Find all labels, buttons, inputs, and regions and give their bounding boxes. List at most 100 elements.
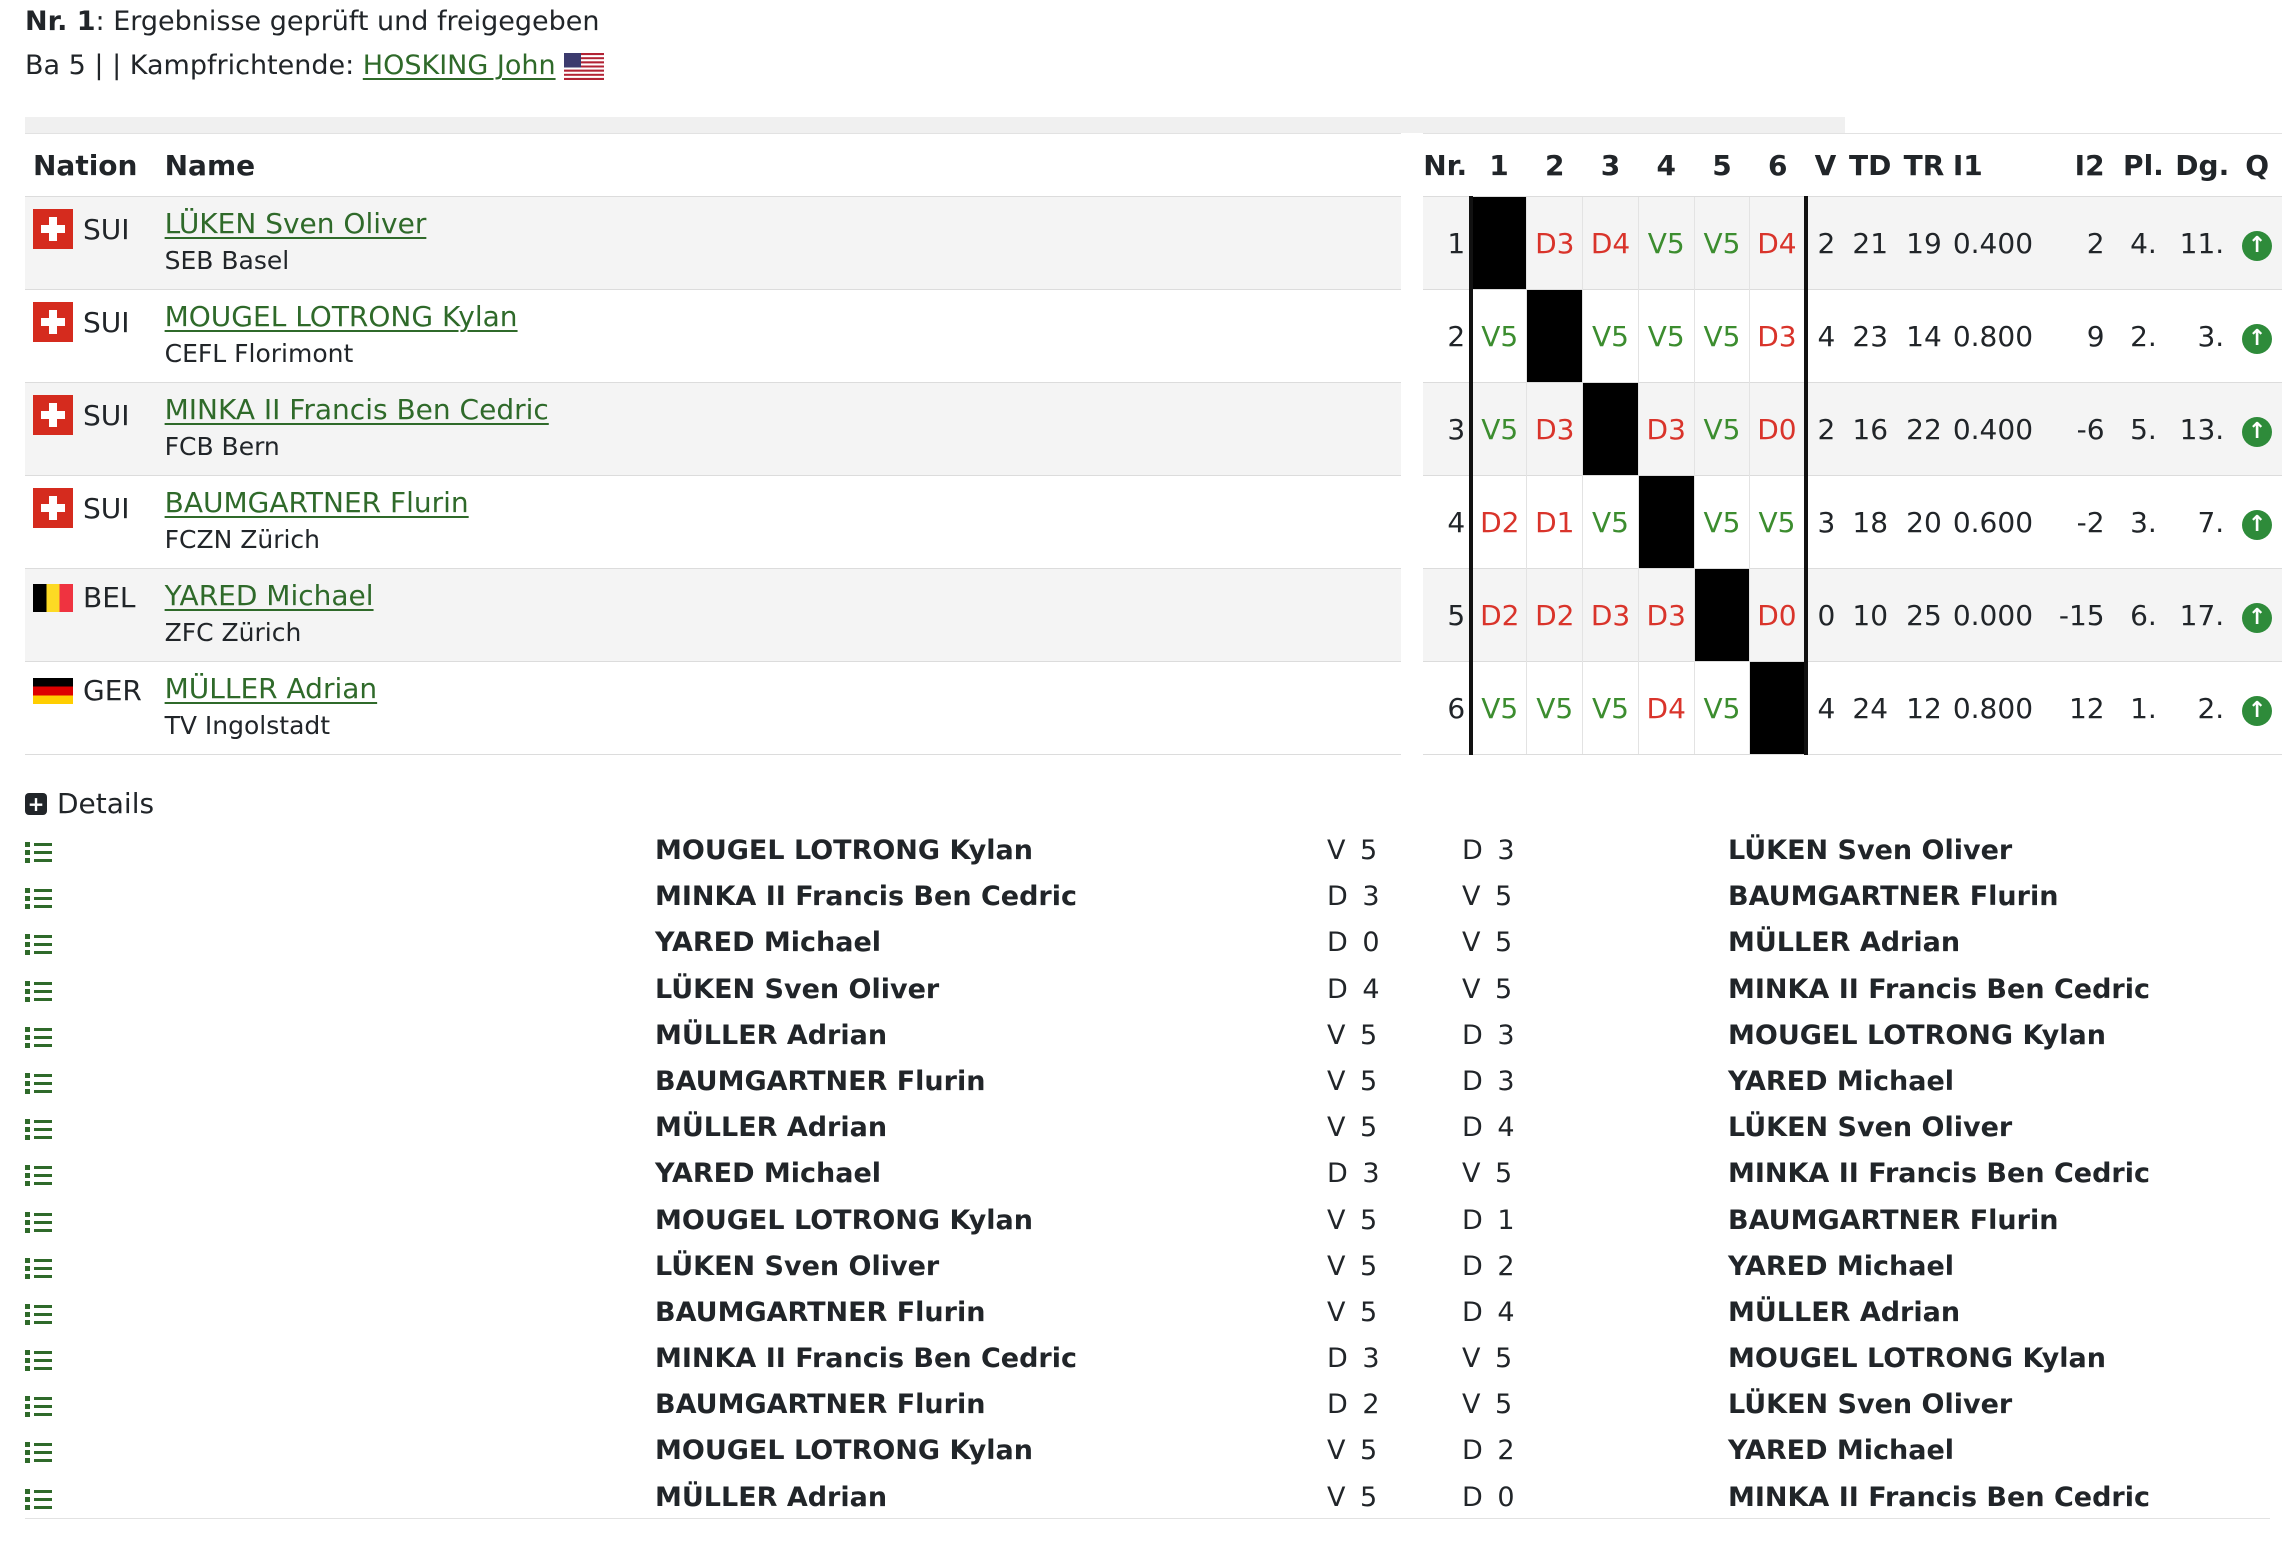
qualification-cell: ↑: [2232, 196, 2282, 290]
bout-fencer-right: YARED Michael: [1728, 1065, 1955, 1097]
list-icon[interactable]: [25, 1336, 55, 1382]
bout-score-right: D 0: [1462, 1481, 1518, 1513]
self-bout-cell: [1469, 196, 1527, 290]
col-bout-2: 2: [1526, 133, 1583, 197]
bout-fencer-left: BAUMGARTNER Flurin: [655, 1065, 986, 1097]
bout-result-cell: V5: [1749, 475, 1808, 569]
fencer-nr: 5: [1423, 568, 1472, 662]
fencer-name-link[interactable]: MOUGEL LOTRONG Kylan: [164, 300, 518, 333]
bout-result-cell: V5: [1469, 382, 1527, 476]
list-icon[interactable]: [25, 828, 55, 874]
germany-flag-icon: [33, 677, 73, 704]
list-icon[interactable]: [25, 874, 55, 920]
index-2: -15: [2033, 568, 2115, 662]
nation-cell: SUI: [25, 289, 165, 383]
list-icon[interactable]: [25, 1013, 55, 1059]
col-q: Q: [2232, 133, 2282, 197]
club-name: TV Ingolstadt: [164, 711, 331, 740]
list-icon[interactable]: [25, 1475, 55, 1521]
bout-score-right: D 4: [1462, 1296, 1518, 1328]
seeding: 2.: [2172, 661, 2233, 755]
bout-score-right: D 1: [1462, 1204, 1518, 1236]
pool-status: : Ergebnisse geprüft und freigegeben: [95, 6, 600, 37]
spacer-cell: [1400, 475, 1424, 569]
bout-row: MINKA II Francis Ben Cedric D 3 V 5 MOUGEL …: [25, 1336, 2270, 1382]
fencer-name-link[interactable]: MÜLLER Adrian: [164, 672, 378, 705]
touches-given: 18: [1845, 475, 1896, 569]
qualification-cell: ↑: [2232, 568, 2282, 662]
seeding: 13.: [2172, 382, 2233, 476]
col-i1: I1: [1952, 133, 2034, 197]
bout-fencer-left: MÜLLER Adrian: [655, 1481, 888, 1513]
list-icon[interactable]: [25, 1244, 55, 1290]
nation-code: SUI: [83, 305, 130, 339]
place: 2.: [2114, 289, 2173, 383]
fencer-name-link[interactable]: YARED Michael: [164, 579, 374, 612]
index-1: 0.400: [1952, 196, 2034, 290]
touches-given: 10: [1845, 568, 1896, 662]
bout-score-left: D 4: [1327, 973, 1383, 1005]
index-1: 0.800: [1952, 661, 2034, 755]
pool-number: Nr. 1: [25, 6, 96, 37]
list-icon[interactable]: [25, 967, 55, 1013]
col-v: V: [1805, 133, 1846, 197]
col-pl: Pl.: [2114, 133, 2173, 197]
list-icon[interactable]: [25, 1428, 55, 1474]
referee-link[interactable]: HOSKING John: [362, 50, 556, 81]
bout-fencer-right: MOUGEL LOTRONG Kylan: [1728, 1019, 2106, 1051]
bout-score-left: D 2: [1327, 1389, 1383, 1421]
fencer-name-link[interactable]: BAUMGARTNER Flurin: [164, 486, 469, 519]
bout-result-cell: D3: [1526, 196, 1583, 290]
col-tr: TR: [1895, 133, 1953, 197]
bout-result-cell: D3: [1526, 382, 1583, 476]
self-bout-cell: [1526, 289, 1583, 383]
spacer-cell: [1400, 289, 1424, 383]
bout-result-cell: V5: [1469, 661, 1527, 755]
list-icon[interactable]: [25, 1382, 55, 1428]
touches-received: 25: [1895, 568, 1953, 662]
fencer-name-link[interactable]: LÜKEN Sven Oliver: [164, 207, 427, 240]
fencer-nr: 2: [1423, 289, 1472, 383]
bout-result-cell: V5: [1693, 661, 1750, 755]
bout-fencer-right: MINKA II Francis Ben Cedric: [1728, 1481, 2150, 1513]
bout-result-cell: D4: [1637, 661, 1695, 755]
col-name: Name: [164, 133, 1401, 197]
list-icon[interactable]: [25, 1059, 55, 1105]
bout-score-right: D 2: [1462, 1435, 1518, 1467]
bout-score-right: V 5: [1462, 1389, 1516, 1421]
list-icon[interactable]: [25, 1290, 55, 1336]
bout-result-cell: V5: [1582, 661, 1639, 755]
bout-result-cell: D0: [1749, 568, 1808, 662]
details-toggle[interactable]: + Details: [25, 787, 154, 820]
fencer-cell: MINKA II Francis Ben Cedric FCB Bern: [164, 382, 1401, 476]
index-2: 12: [2033, 661, 2115, 755]
plus-icon: +: [25, 792, 47, 815]
touches-received: 12: [1895, 661, 1953, 755]
pool-row: SUI MINKA II Francis Ben Cedric FCB Bern 3 V…: [25, 382, 2282, 476]
bout-score-right: D 3: [1462, 835, 1518, 866]
nation-code: SUI: [83, 212, 130, 246]
touches-received: 14: [1895, 289, 1953, 383]
col-bout-1: 1: [1471, 133, 1527, 197]
touches-received: 19: [1895, 196, 1953, 290]
qualification-cell: ↑: [2232, 289, 2282, 383]
bout-score-right: V 5: [1462, 1343, 1516, 1375]
victories: 0: [1805, 568, 1846, 662]
bout-score-left: V 5: [1327, 1204, 1381, 1236]
col-bout-6: 6: [1749, 133, 1806, 197]
bout-fencer-right: BAUMGARTNER Flurin: [1728, 881, 2059, 913]
list-icon[interactable]: [25, 920, 55, 966]
col-bout-4: 4: [1638, 133, 1695, 197]
list-icon[interactable]: [25, 1151, 55, 1197]
col-i2: I2: [2033, 133, 2115, 197]
touches-received: 22: [1895, 382, 1953, 476]
bout-fencer-left: YARED Michael: [655, 927, 882, 959]
list-icon[interactable]: [25, 1105, 55, 1151]
fencer-name-link[interactable]: MINKA II Francis Ben Cedric: [164, 393, 549, 426]
arrow-up-circle-icon: ↑: [2242, 416, 2273, 447]
club-name: FCZN Zürich: [164, 525, 321, 554]
bout-result-cell: V5: [1637, 196, 1695, 290]
bout-row: LÜKEN Sven Oliver D 4 V 5 MINKA II Francis …: [25, 967, 2270, 1013]
bout-result-cell: V5: [1526, 661, 1583, 755]
list-icon[interactable]: [25, 1198, 55, 1244]
